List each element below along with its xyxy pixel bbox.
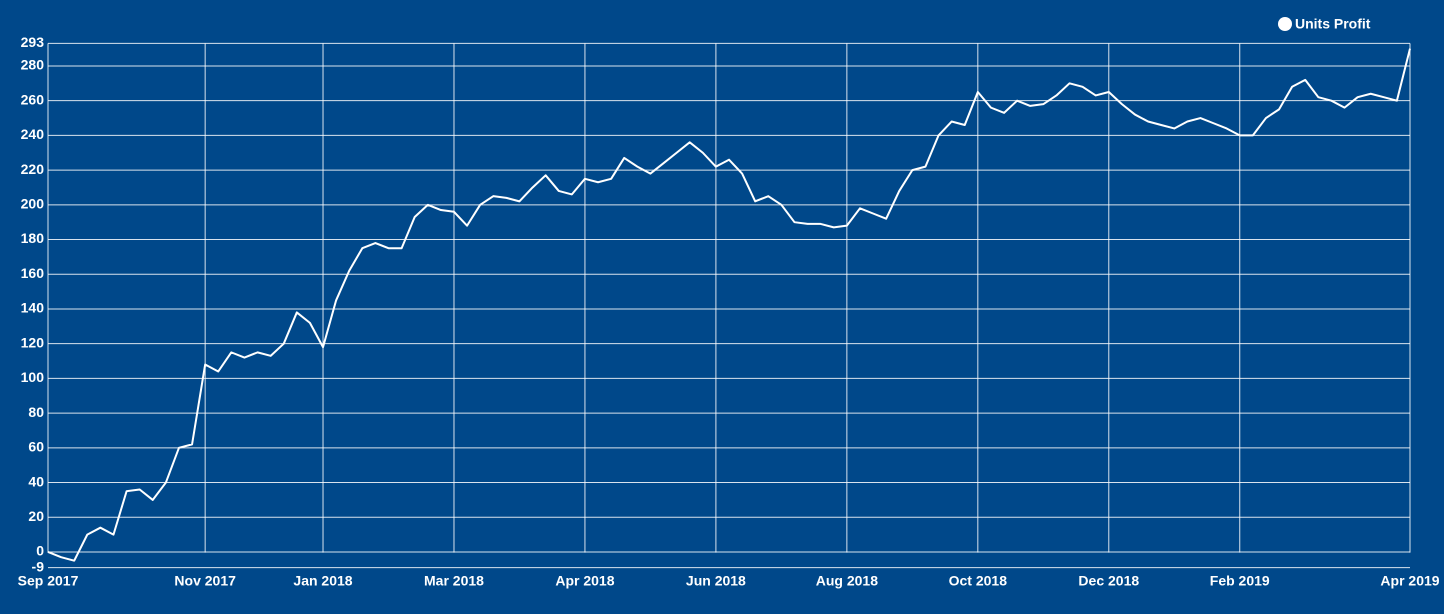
x-tick-label: Oct 2018 xyxy=(949,573,1008,589)
x-tick-label: Apr 2019 xyxy=(1380,573,1439,589)
line xyxy=(47,48,1411,562)
y-tick-label: 100 xyxy=(21,369,45,385)
x-tick-label: Dec 2018 xyxy=(1078,573,1139,589)
x-tick-label: Nov 2017 xyxy=(174,573,236,589)
y-tick-label: -9 xyxy=(32,558,45,574)
x-tick-label: Jun 2018 xyxy=(686,573,746,589)
y-tick-label: 240 xyxy=(21,126,45,142)
y-tick-label: 220 xyxy=(21,161,45,177)
x-tick-label: Sep 2017 xyxy=(18,573,79,589)
y-tick-label: 20 xyxy=(28,508,44,524)
x-tick-label: Aug 2018 xyxy=(816,573,878,589)
y-tick-label: 40 xyxy=(28,473,44,489)
y-tick-label: 260 xyxy=(21,91,45,107)
y-tick-label: 80 xyxy=(28,404,44,420)
y-tick-label: 0 xyxy=(36,543,44,559)
y-tick-label: 280 xyxy=(21,57,45,73)
x-tick-label: Feb 2019 xyxy=(1210,573,1270,589)
y-tick-label: 60 xyxy=(28,439,44,455)
y-tick-label: 180 xyxy=(21,230,45,246)
y-tick-label: 120 xyxy=(21,334,45,350)
y-tick-label: 293 xyxy=(21,34,45,50)
x-tick-label: Mar 2018 xyxy=(424,573,484,589)
legend-label: Units Profit xyxy=(1295,16,1371,32)
y-tick-label: 160 xyxy=(21,265,45,281)
y-tick-label: 140 xyxy=(21,300,45,316)
x-tick-label: Jan 2018 xyxy=(293,573,352,589)
x-tick-label: Apr 2018 xyxy=(555,573,614,589)
legend-marker xyxy=(1278,17,1292,31)
y-tick-label: 200 xyxy=(21,196,45,212)
